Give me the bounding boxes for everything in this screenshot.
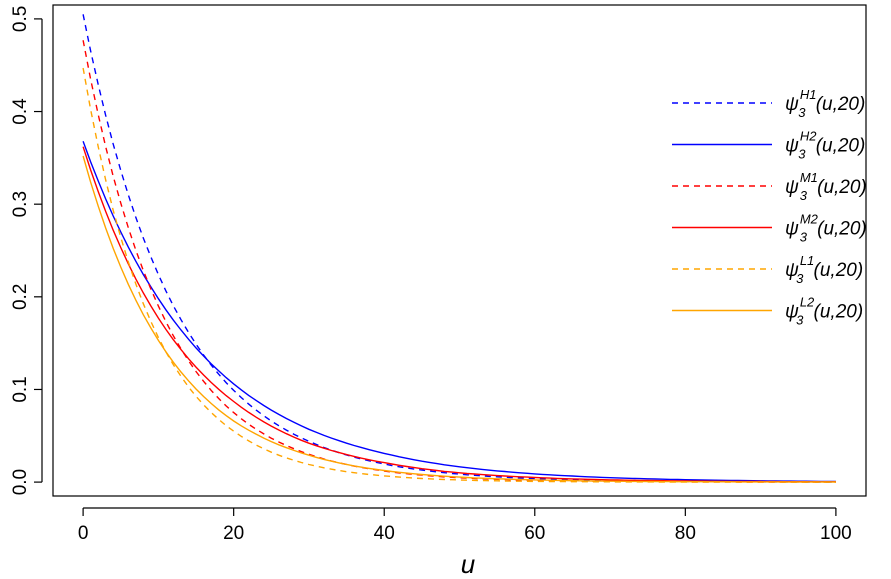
series-layer — [82, 14, 836, 483]
series-line-4 — [82, 67, 836, 483]
legend-label-1: ψH2 3 (u,20) — [785, 129, 865, 162]
legend-label-3: ψM2 3 (u,20) — [785, 212, 867, 245]
legend: ψH1 3 (u,20) ψH2 3 (u,20) ψM1 3 (u,20) ψM2 3 (u,20)… — [672, 87, 867, 328]
plot-frame — [52, 4, 867, 497]
x-tick-label: 80 — [675, 523, 696, 544]
x-tick-label: 0 — [78, 523, 89, 544]
legend-label-4: ψL1 3 (u,20) — [785, 253, 863, 286]
x-axis: 0 20 40 60 80 100 — [78, 507, 852, 544]
series-line-5 — [82, 155, 836, 483]
x-tick-label: 20 — [223, 523, 244, 544]
y-tick-label: 0.1 — [10, 376, 31, 402]
legend-label-0: ψH1 3 (u,20) — [785, 87, 865, 120]
y-tick-label: 0.0 — [10, 469, 31, 495]
y-axis: 0.0 0.1 0.2 0.3 0.4 0.5 — [10, 6, 43, 495]
y-tick-label: 0.3 — [10, 191, 31, 217]
legend-label-2: ψM1 3 (u,20) — [785, 170, 867, 203]
series-line-0 — [82, 14, 836, 483]
x-tick-label: 100 — [820, 523, 852, 544]
x-tick-label: 60 — [524, 523, 545, 544]
series-line-1 — [82, 140, 836, 483]
series-line-3 — [82, 146, 836, 483]
y-tick-label: 0.5 — [10, 6, 31, 32]
x-axis-label: u — [461, 549, 475, 579]
x-tick-label: 40 — [374, 523, 395, 544]
legend-label-5: ψL2 3 (u,20) — [785, 295, 863, 328]
y-tick-label: 0.4 — [10, 98, 31, 125]
y-tick-label: 0.2 — [10, 284, 31, 310]
series-line-2 — [82, 40, 836, 483]
